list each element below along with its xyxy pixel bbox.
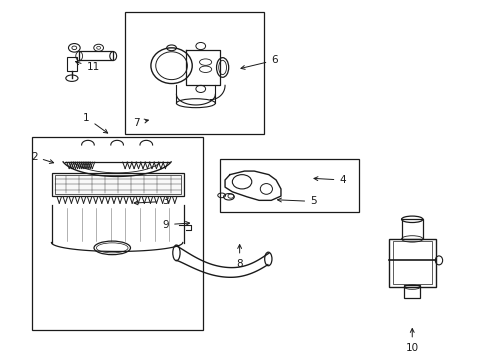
Bar xyxy=(67,57,77,71)
Text: 6: 6 xyxy=(241,55,277,69)
Bar xyxy=(388,239,435,287)
Text: 1: 1 xyxy=(83,113,107,133)
Text: 3: 3 xyxy=(134,197,168,206)
Bar xyxy=(52,173,183,196)
Bar xyxy=(220,158,358,212)
Bar xyxy=(404,285,419,298)
Bar xyxy=(31,137,203,330)
Text: 5: 5 xyxy=(277,197,316,206)
Text: 10: 10 xyxy=(405,329,418,352)
Text: 11: 11 xyxy=(76,61,100,72)
Bar xyxy=(401,219,422,239)
Text: 9: 9 xyxy=(162,220,189,230)
Text: 8: 8 xyxy=(236,244,243,269)
Bar xyxy=(125,12,264,134)
Bar xyxy=(79,51,113,60)
Text: 7: 7 xyxy=(133,118,148,128)
Text: 2: 2 xyxy=(31,152,54,163)
Bar xyxy=(392,242,431,284)
Text: 4: 4 xyxy=(313,175,345,185)
Bar xyxy=(55,175,181,194)
